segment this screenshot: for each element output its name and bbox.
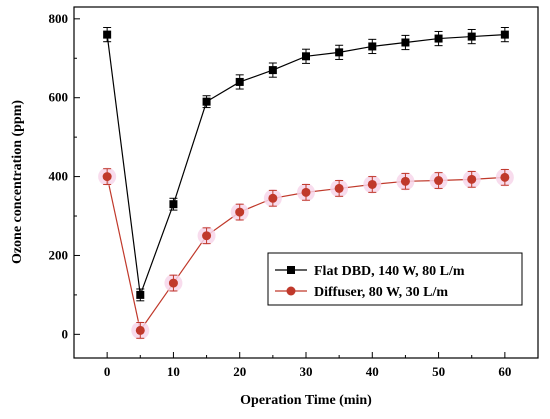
- data-point: [202, 97, 211, 106]
- data-point: [136, 290, 145, 299]
- data-point: [400, 176, 410, 186]
- y-axis-title: Ozone concentration (ppm): [10, 100, 25, 264]
- series-layer: [98, 27, 514, 340]
- y-axis-ticks: 0 200 400 600 800: [49, 11, 80, 341]
- legend-marker-diffuser: [286, 286, 296, 296]
- data-point: [434, 176, 444, 186]
- data-point: [500, 30, 509, 39]
- x-tick-label: 10: [167, 364, 180, 379]
- data-point: [202, 231, 212, 241]
- y-tick-label: 200: [49, 247, 69, 262]
- x-tick-label: 30: [300, 364, 313, 379]
- x-tick-label: 0: [104, 364, 111, 379]
- data-point: [401, 38, 410, 47]
- data-point: [334, 183, 344, 193]
- y-tick-label: 0: [62, 326, 69, 341]
- y-tick-label: 600: [49, 90, 69, 105]
- x-tick-label: 50: [432, 364, 445, 379]
- x-tick-label: 40: [366, 364, 379, 379]
- x-axis-title: Operation Time (min): [240, 393, 372, 408]
- legend-label-diffuser: Diffuser, 80 W, 30 L/m: [314, 285, 448, 300]
- data-point: [102, 172, 112, 182]
- legend-label-flat-dbd: Flat DBD, 140 W, 80 L/m: [314, 264, 465, 279]
- data-point: [368, 42, 377, 51]
- data-point: [235, 77, 244, 86]
- data-point: [135, 325, 145, 335]
- data-point: [302, 52, 310, 61]
- data-point: [335, 48, 344, 57]
- data-point: [268, 66, 277, 75]
- data-point: [301, 187, 311, 197]
- data-point: [467, 32, 476, 41]
- x-tick-label: 60: [498, 364, 511, 379]
- data-point: [103, 30, 112, 39]
- legend: Flat DBD, 140 W, 80 L/m Diffuser, 80 W, …: [267, 252, 523, 306]
- data-point: [168, 278, 178, 288]
- data-point: [268, 193, 278, 203]
- y-tick-label: 800: [49, 11, 69, 26]
- y-tick-label: 400: [49, 169, 69, 184]
- data-point: [467, 174, 477, 184]
- data-point: [434, 34, 443, 43]
- legend-box: [267, 252, 523, 306]
- legend-marker-flat-dbd: [287, 266, 295, 274]
- data-point: [169, 200, 178, 209]
- data-point: [500, 172, 510, 182]
- data-point: [235, 207, 245, 217]
- data-point: [367, 179, 377, 189]
- x-axis-ticks: 0 10 20 30 40 50 60: [104, 352, 511, 379]
- series-1: [98, 167, 514, 340]
- x-tick-label: 20: [233, 364, 246, 379]
- series-0: [103, 27, 509, 302]
